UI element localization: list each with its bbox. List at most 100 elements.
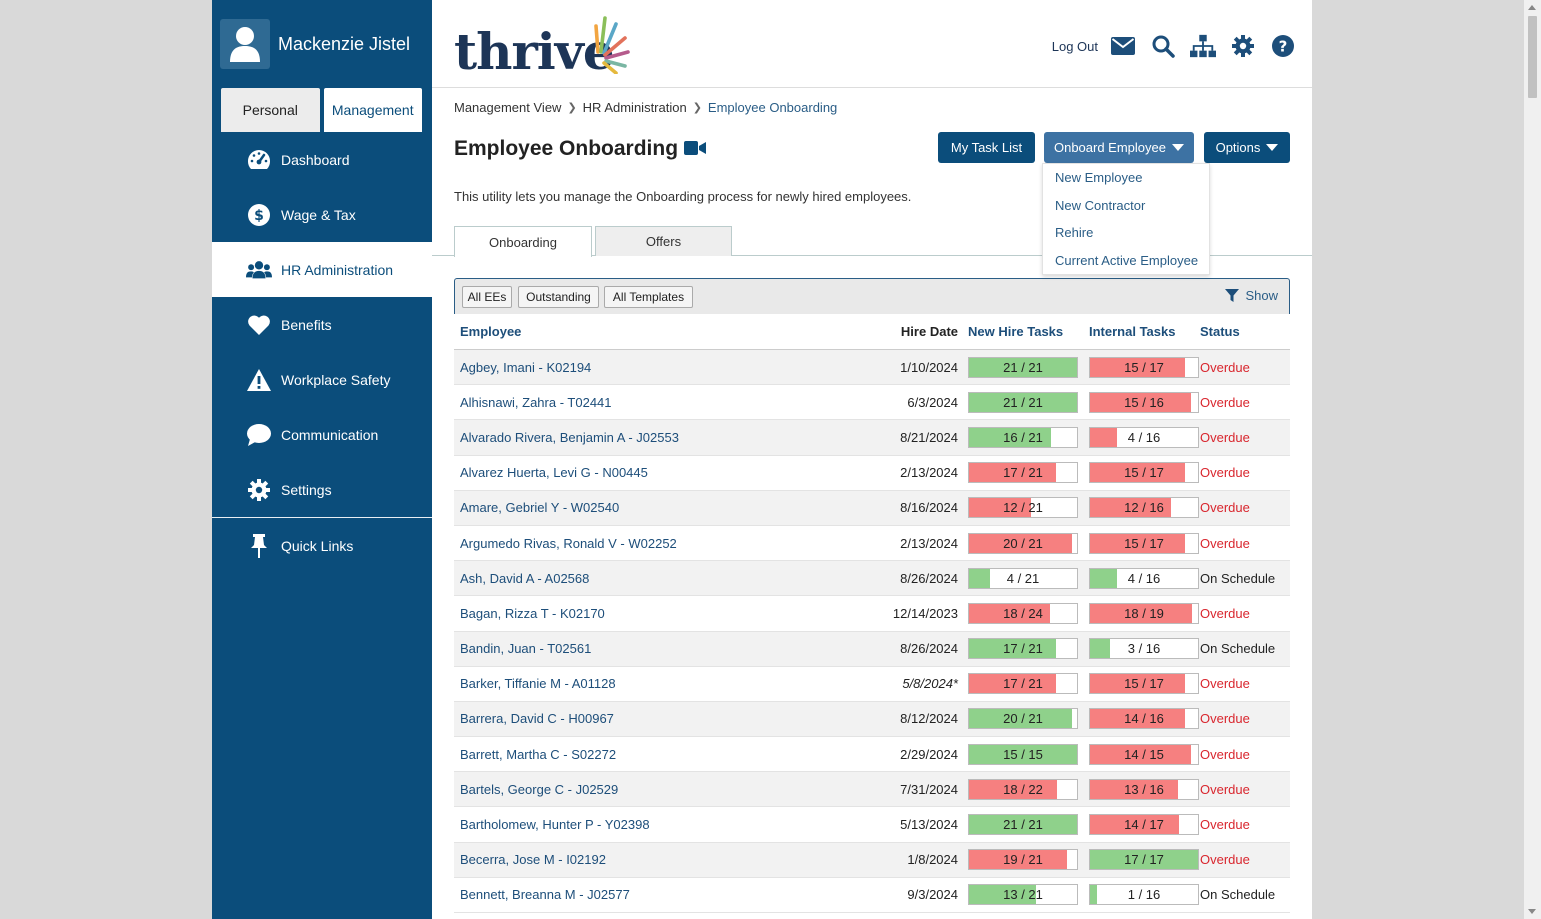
- employee-link[interactable]: Ash, David A - A02568: [460, 570, 590, 586]
- new-hire-tasks-bar[interactable]: 13 / 21: [968, 884, 1078, 906]
- employee-link[interactable]: Bagan, Rizza T - K02170: [460, 605, 605, 621]
- table-row[interactable]: Ash, David A - A02568 8/26/2024 4 / 21 4 / …: [454, 561, 1290, 597]
- table-row[interactable]: Barrera, David C - H00967 8/12/2024 20 / 2…: [454, 701, 1290, 738]
- org-chart-icon[interactable]: [1190, 33, 1216, 59]
- column-hire-date[interactable]: Hire Date: [900, 324, 958, 339]
- sidebar-item-wage-tax[interactable]: $ Wage & Tax: [212, 187, 432, 242]
- internal-tasks-bar[interactable]: 13 / 16: [1089, 778, 1199, 800]
- user-name[interactable]: Mackenzie Jistel: [278, 33, 411, 54]
- new-hire-tasks-bar[interactable]: 20 / 21: [968, 532, 1078, 554]
- tab-management[interactable]: Management: [323, 88, 422, 132]
- table-row[interactable]: Amare, Gebriel Y - W02540 8/16/2024 12 / 2…: [454, 490, 1290, 526]
- onboard-employee-button[interactable]: Onboard Employee: [1044, 132, 1194, 163]
- new-hire-tasks-bar[interactable]: 15 / 15: [968, 743, 1078, 765]
- employee-link[interactable]: Bartholomew, Hunter P - Y02398: [460, 817, 650, 833]
- menu-item-rehire[interactable]: Rehire: [1055, 225, 1094, 241]
- internal-tasks-bar[interactable]: 17 / 17: [1089, 849, 1199, 871]
- employee-link[interactable]: Barker, Tiffanie M - A01128: [460, 676, 616, 692]
- page-scrollbar[interactable]: [1524, 0, 1541, 919]
- search-icon[interactable]: [1150, 33, 1176, 59]
- internal-tasks-bar[interactable]: 12 / 16: [1089, 497, 1199, 519]
- menu-item-new-employee[interactable]: New Employee: [1055, 170, 1143, 186]
- internal-tasks-bar[interactable]: 14 / 15: [1089, 743, 1199, 765]
- new-hire-tasks-bar[interactable]: 12 / 21: [968, 497, 1078, 519]
- new-hire-tasks-bar[interactable]: 19 / 21: [968, 849, 1078, 871]
- internal-tasks-bar[interactable]: 15 / 17: [1089, 532, 1199, 554]
- table-row[interactable]: Bandin, Juan - T02561 8/26/2024 17 / 21 3 /…: [454, 631, 1290, 667]
- employee-link[interactable]: Barrera, David C - H00967: [460, 711, 614, 727]
- new-hire-tasks-bar[interactable]: 16 / 21: [968, 426, 1078, 448]
- employee-link[interactable]: Barrett, Martha C - S02272: [460, 746, 617, 762]
- new-hire-tasks-bar[interactable]: 17 / 21: [968, 638, 1078, 660]
- tab-personal[interactable]: Personal: [221, 88, 320, 132]
- new-hire-tasks-bar[interactable]: 18 / 24: [968, 602, 1078, 624]
- table-row[interactable]: Barrett, Martha C - S02272 2/29/2024 15 / …: [454, 737, 1290, 773]
- scroll-up-icon[interactable]: [1528, 5, 1536, 10]
- internal-tasks-bar[interactable]: 4 / 16: [1089, 426, 1199, 448]
- breadcrumb-item[interactable]: Management View: [454, 100, 562, 115]
- new-hire-tasks-bar[interactable]: 21 / 21: [968, 391, 1078, 413]
- employee-link[interactable]: Alvarado Rivera, Benjamin A - J02553: [460, 429, 679, 445]
- table-row[interactable]: Bagan, Rizza T - K02170 12/14/2023 18 / 24…: [454, 596, 1290, 632]
- internal-tasks-bar[interactable]: 14 / 16: [1089, 708, 1199, 730]
- table-row[interactable]: Alvarado Rivera, Benjamin A - J02553 8/21…: [454, 420, 1290, 456]
- table-row[interactable]: Bartels, George C - J02529 7/31/2024 18 / …: [454, 772, 1290, 808]
- employee-link[interactable]: Amare, Gebriel Y - W02540: [460, 500, 620, 516]
- column-new-hire-tasks[interactable]: New Hire Tasks: [968, 324, 1064, 339]
- user-box[interactable]: Mackenzie Jistel: [212, 0, 432, 88]
- gear-icon[interactable]: [1230, 33, 1256, 59]
- thrive-logo[interactable]: thrive: [454, 10, 634, 82]
- video-icon[interactable]: [684, 137, 707, 161]
- mail-icon[interactable]: [1110, 33, 1136, 59]
- tab-offers[interactable]: Offers: [595, 226, 732, 256]
- sidebar-item-communication[interactable]: Communication: [212, 407, 432, 462]
- table-row[interactable]: Alhisnawi, Zahra - T02441 6/3/2024 21 / 21…: [454, 385, 1290, 421]
- internal-tasks-bar[interactable]: 15 / 17: [1089, 356, 1199, 378]
- employee-link[interactable]: Argumedo Rivas, Ronald V - W02252: [460, 535, 677, 551]
- logout-link[interactable]: Log Out: [1051, 38, 1098, 54]
- scroll-thumb[interactable]: [1528, 16, 1537, 98]
- new-hire-tasks-bar[interactable]: 21 / 21: [968, 356, 1078, 378]
- new-hire-tasks-bar[interactable]: 20 / 21: [968, 708, 1078, 730]
- menu-item-current-active-employee[interactable]: Current Active Employee: [1055, 252, 1199, 268]
- table-row[interactable]: Barker, Tiffanie M - A01128 5/8/2024* 17 /…: [454, 667, 1290, 702]
- breadcrumb-item[interactable]: HR Administration: [582, 100, 687, 115]
- internal-tasks-bar[interactable]: 15 / 17: [1089, 462, 1199, 484]
- filter-all-ees-button[interactable]: All EEs: [462, 286, 512, 308]
- menu-item-new-contractor[interactable]: New Contractor: [1055, 197, 1146, 213]
- internal-tasks-bar[interactable]: 18 / 19: [1089, 602, 1199, 624]
- internal-tasks-bar[interactable]: 14 / 17: [1089, 814, 1199, 836]
- new-hire-tasks-bar[interactable]: 4 / 21: [968, 567, 1078, 589]
- user-avatar-icon[interactable]: [220, 19, 270, 69]
- table-row[interactable]: Becerra, Jose M - I02192 1/8/2024 19 / 21 1…: [454, 842, 1290, 878]
- employee-link[interactable]: Agbey, Imani - K02194: [460, 359, 592, 375]
- filter-outstanding-button[interactable]: Outstanding: [518, 286, 599, 308]
- table-row[interactable]: Agbey, Imani - K02194 1/10/2024 21 / 21 15 …: [454, 350, 1290, 386]
- help-icon[interactable]: ?: [1270, 33, 1296, 59]
- sidebar-item-quick-links[interactable]: Quick Links: [212, 518, 432, 573]
- column-employee[interactable]: Employee: [460, 324, 522, 339]
- sidebar-item-dashboard[interactable]: Dashboard: [212, 132, 432, 187]
- internal-tasks-bar[interactable]: 1 / 16: [1089, 884, 1199, 906]
- employee-link[interactable]: Bartels, George C - J02529: [460, 781, 619, 797]
- sidebar-item-settings[interactable]: Settings: [212, 462, 432, 517]
- new-hire-tasks-bar[interactable]: 17 / 21: [968, 673, 1078, 695]
- options-button[interactable]: Options: [1204, 132, 1290, 163]
- table-row[interactable]: Bennett, Breanna M - J02577 9/3/2024 13 / …: [454, 878, 1290, 913]
- new-hire-tasks-bar[interactable]: 17 / 21: [968, 462, 1078, 484]
- employee-link[interactable]: Alhisnawi, Zahra - T02441: [460, 394, 612, 410]
- internal-tasks-bar[interactable]: 4 / 16: [1089, 567, 1199, 589]
- sidebar-item-hr-administration[interactable]: HR Administration: [212, 242, 432, 297]
- employee-link[interactable]: Becerra, Jose M - I02192: [460, 852, 606, 868]
- table-row[interactable]: Alvarez Huerta, Levi G - N00445 2/13/2024…: [454, 456, 1290, 491]
- column-status[interactable]: Status: [1200, 324, 1240, 339]
- filter-all-templates-button[interactable]: All Templates: [604, 286, 693, 308]
- new-hire-tasks-bar[interactable]: 21 / 21: [968, 814, 1078, 836]
- sidebar-item-workplace-safety[interactable]: Workplace Safety: [212, 352, 432, 407]
- employee-link[interactable]: Alvarez Huerta, Levi G - N00445: [460, 465, 648, 481]
- column-internal-tasks[interactable]: Internal Tasks: [1089, 324, 1176, 339]
- table-row[interactable]: Argumedo Rivas, Ronald V - W02252 2/13/20…: [454, 526, 1290, 562]
- tab-onboarding[interactable]: Onboarding: [454, 226, 592, 257]
- my-task-list-button[interactable]: My Task List: [938, 132, 1035, 163]
- internal-tasks-bar[interactable]: 15 / 17: [1089, 673, 1199, 695]
